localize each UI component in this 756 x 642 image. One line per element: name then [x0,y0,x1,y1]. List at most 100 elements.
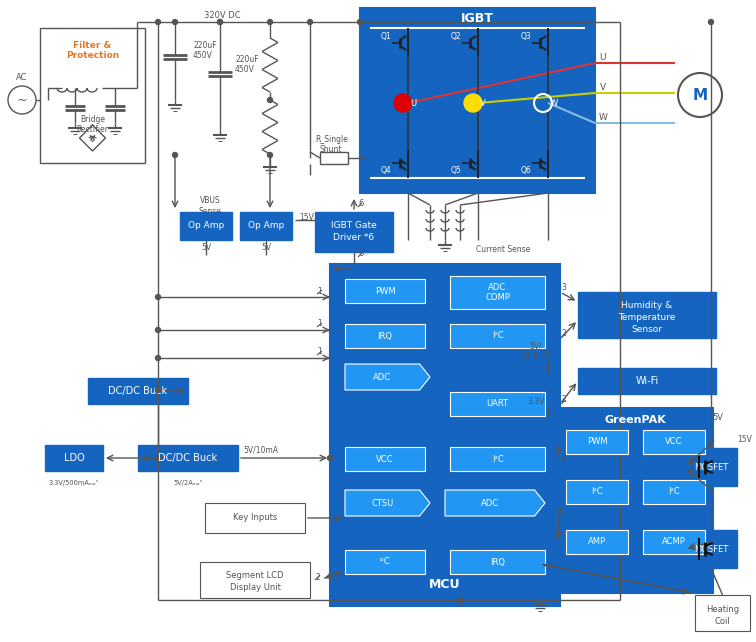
Circle shape [358,19,362,24]
Circle shape [218,19,222,24]
Text: Q2: Q2 [451,31,461,40]
Circle shape [268,98,272,103]
Circle shape [172,153,178,157]
Text: Sensor: Sensor [631,325,662,334]
Text: ADC
COMP: ADC COMP [485,282,510,302]
Text: IGBT: IGBT [461,12,494,26]
Text: M: M [692,87,708,103]
Text: IRQ: IRQ [377,331,392,340]
Text: I²C: I²C [668,487,680,496]
Bar [578,368,716,394]
Text: VCC: VCC [665,437,683,446]
Text: Display Unit: Display Unit [230,584,280,593]
Text: 15V: 15V [299,214,314,223]
Text: 3.3V/500mAₘₐˣ: 3.3V/500mAₘₐˣ [48,480,99,486]
Text: Op Amp: Op Amp [188,221,224,230]
Text: IGBT Gate: IGBT Gate [331,220,377,229]
Bar [88,378,188,404]
Text: Filter &: Filter & [73,42,112,51]
Circle shape [156,19,160,24]
Text: AC: AC [16,73,28,83]
Bar [205,503,305,533]
Text: 15V: 15V [738,435,752,444]
Bar [578,292,716,338]
Polygon shape [345,364,430,390]
Text: AMP: AMP [588,537,606,546]
Circle shape [156,295,160,300]
Circle shape [708,19,714,24]
Bar [40,28,145,163]
Text: Q1: Q1 [381,31,392,40]
Text: 3: 3 [562,284,566,293]
Text: DC/DC Buck: DC/DC Buck [108,386,168,396]
Text: ADC: ADC [373,372,392,381]
Text: Q5: Q5 [451,166,461,175]
Circle shape [268,153,272,157]
Circle shape [156,388,160,392]
Bar [200,562,310,598]
Text: Wi-Fi: Wi-Fi [635,376,658,386]
Text: Key Inputs: Key Inputs [233,514,277,523]
Circle shape [457,598,463,602]
Bar [685,448,737,486]
Text: Rectifier: Rectifier [76,125,109,135]
Text: 6: 6 [358,250,364,259]
Bar [180,212,232,240]
Text: V: V [600,83,606,92]
Bar [330,264,560,606]
Text: Q3: Q3 [521,31,531,40]
Bar [450,276,545,309]
Text: 2: 2 [562,453,566,462]
Text: Bridge: Bridge [80,116,105,125]
Text: CTSU: CTSU [371,498,393,507]
Text: VCC: VCC [376,455,394,464]
Text: 6: 6 [358,198,364,207]
Text: MOSFET: MOSFET [694,462,728,471]
Text: 5V/: 5V/ [530,342,542,351]
Circle shape [268,19,272,24]
Bar [566,530,628,554]
Polygon shape [345,490,430,516]
Bar [345,550,425,574]
Text: Driver *6: Driver *6 [333,234,374,243]
Text: MCU: MCU [429,578,460,591]
Bar [643,430,705,454]
Text: U: U [410,98,416,107]
Circle shape [327,456,333,460]
Text: 2: 2 [562,329,566,338]
Text: 2: 2 [315,573,321,582]
Text: ~: ~ [17,94,27,107]
Text: Humidity &: Humidity & [621,302,673,311]
Circle shape [156,456,160,460]
Bar [315,212,393,252]
Circle shape [172,19,178,24]
Text: Op Amp: Op Amp [248,221,284,230]
Bar [450,550,545,574]
Bar [345,447,425,471]
Text: R_Single: R_Single [315,135,348,144]
Text: 5V/2Aₘₐˣ: 5V/2Aₘₐˣ [173,480,203,486]
Text: U: U [600,53,606,62]
Bar [450,447,545,471]
Bar [643,480,705,504]
Bar [566,480,628,504]
Text: PWM: PWM [375,286,395,295]
Polygon shape [445,490,545,516]
Text: W: W [550,98,558,107]
Text: W: W [599,112,607,121]
Text: 5V/10mA: 5V/10mA [243,446,278,455]
Text: Shunt: Shunt [320,146,342,155]
Circle shape [308,19,312,24]
Bar [45,445,103,471]
Text: 220uF: 220uF [235,55,259,64]
Text: IRQ: IRQ [490,557,505,566]
Text: VBUS
Sense: VBUS Sense [199,196,222,216]
Bar [450,324,545,348]
Bar [558,408,713,593]
Text: Heating: Heating [706,605,739,614]
Bar [695,595,750,631]
Bar [450,392,545,416]
Text: 2: 2 [562,395,566,404]
Text: DC/DC Buck: DC/DC Buck [159,453,218,463]
Bar [345,324,425,348]
